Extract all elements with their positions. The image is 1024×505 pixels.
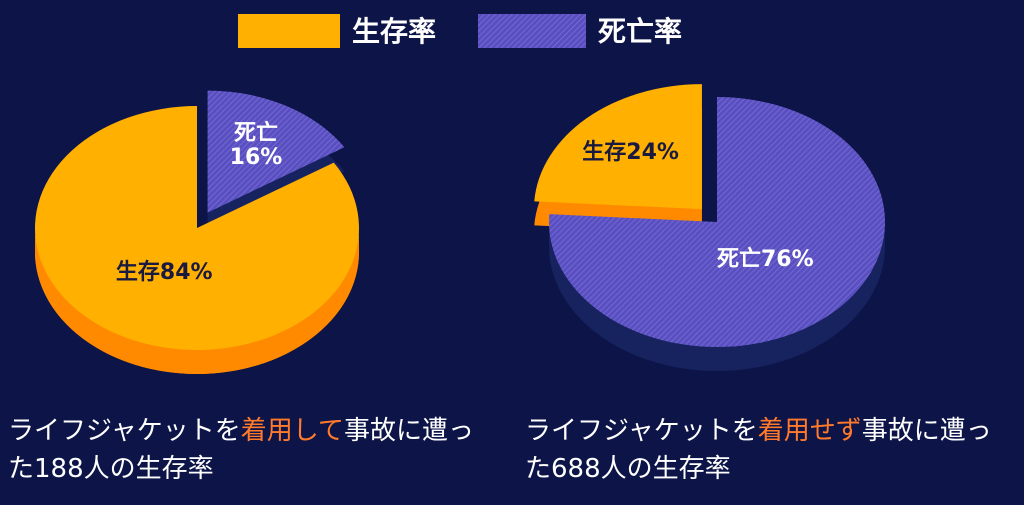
data-label: 死亡76% — [716, 247, 814, 273]
caption-part: ライフジャケットを — [8, 416, 241, 446]
caption-part: 事故に遭った188人の生存率 — [8, 416, 474, 484]
pie-side — [549, 222, 885, 371]
data-label: 生存24% — [582, 139, 679, 165]
data-label: 生存84% — [115, 259, 213, 285]
caption: ライフジャケットを着用せず事故に遭った688人の生存率 — [525, 412, 1005, 488]
legend-hatch — [478, 14, 586, 48]
legend-label: 生存率 — [352, 15, 436, 48]
slice-hatch — [207, 90, 345, 213]
pies — [35, 84, 885, 374]
caption-part: ライフジャケットを — [525, 416, 758, 446]
caption-part: 事故に遭った688人の生存率 — [525, 416, 992, 484]
data-label: 死亡 16% — [229, 121, 283, 171]
pie-slice — [534, 84, 702, 210]
legend: 生存率 死亡率 — [238, 14, 682, 48]
caption: ライフジャケットを着用して事故に遭った188人の生存率 — [8, 412, 488, 488]
legend-label: 死亡率 — [598, 15, 682, 48]
caption-part: 着用して — [240, 416, 344, 446]
caption-part: 着用せず — [757, 416, 862, 446]
legend-swatch — [238, 14, 340, 48]
pie-side — [35, 228, 359, 374]
slice-hatch — [549, 97, 885, 347]
pie-slice — [35, 106, 360, 350]
